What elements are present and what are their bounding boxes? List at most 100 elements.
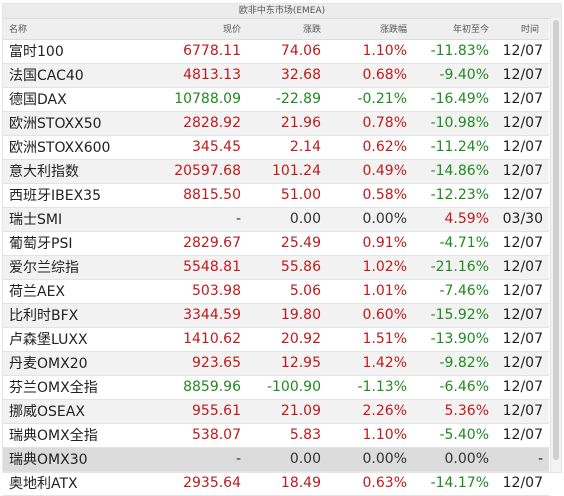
- change-pct-cell: 2.26%: [325, 399, 411, 424]
- price-cell: 8859.96: [129, 375, 245, 400]
- column-header-change[interactable]: 涨跌: [245, 19, 325, 40]
- change-cell: -100.90: [245, 375, 325, 400]
- table-row[interactable]: 瑞士SMI -0.00 0.00% 4.59% 03/30: [3, 207, 549, 232]
- time-cell: -: [493, 447, 549, 472]
- time-cell: 12/07: [493, 231, 549, 256]
- change-cell: 21.09: [245, 399, 325, 424]
- market-panel: 欧非中东市场(EMEA) 名称 现价 涨跌 涨跌幅 年初至今 时间: [2, 3, 562, 496]
- time-cell: 12/07: [493, 135, 549, 160]
- price-cell: 345.45: [129, 135, 245, 160]
- table-row[interactable]: 德国DAX 10788.09 -22.89 -0.21% -16.49% 12/07: [3, 87, 549, 112]
- change-cell: 5.06: [245, 279, 325, 304]
- change-pct-cell: 0.58%: [325, 183, 411, 208]
- column-header-name[interactable]: 名称: [3, 19, 129, 40]
- index-name: 比利时BFX: [3, 303, 129, 328]
- change-pct-cell: 1.02%: [325, 255, 411, 280]
- change-cell: 55.86: [245, 255, 325, 280]
- table-row[interactable]: 卢森堡LUXX 1410.62 20.92 1.51% -13.90% 12/07: [3, 327, 549, 352]
- time-cell: 03/30: [493, 207, 549, 232]
- table-row[interactable]: 欧洲STOXX50 2828.92 21.96 0.78% -10.98% 12/07: [3, 111, 549, 136]
- index-name: 奥地利ATX: [3, 471, 129, 496]
- table-row[interactable]: 荷兰AEX 503.98 5.06 1.01% -7.46% 12/07: [3, 279, 549, 304]
- change-cell: 0.00: [245, 447, 325, 472]
- table-row[interactable]: 西班牙IBEX35 8815.50 51.00 0.58% -12.23% 12/07: [3, 183, 549, 208]
- table-row[interactable]: 芬兰OMX全指 8859.96 -100.90 -1.13% -6.46% 12/07: [3, 375, 549, 400]
- index-name: 欧洲STOXX600: [3, 135, 129, 160]
- table-row[interactable]: 富时100 6778.11 74.06 1.10% -11.83% 12/07: [3, 39, 549, 64]
- price-cell: 923.65: [129, 351, 245, 376]
- time-cell: 12/07: [493, 279, 549, 304]
- time-cell: 12/07: [493, 255, 549, 280]
- index-name: 欧洲STOXX50: [3, 111, 129, 136]
- table-row[interactable]: 葡萄牙PSI 2829.67 25.49 0.91% -4.71% 12/07: [3, 231, 549, 256]
- change-pct-cell: 0.78%: [325, 111, 411, 136]
- panel-title: 欧非中东市场(EMEA): [3, 4, 561, 19]
- ytd-cell: 4.59%: [411, 207, 493, 232]
- table-row[interactable]: 欧洲STOXX600 345.45 2.14 0.62% -11.24% 12/07: [3, 135, 549, 160]
- table-body: 富时100 6778.11 74.06 1.10% -11.83% 12/07 法国CAC4…: [3, 39, 549, 496]
- price-cell: 955.61: [129, 399, 245, 424]
- change-cell: 5.83: [245, 423, 325, 448]
- time-cell: 12/07: [493, 375, 549, 400]
- vertical-scrollbar[interactable]: [550, 18, 561, 472]
- change-pct-cell: 0.60%: [325, 303, 411, 328]
- table-row[interactable]: 瑞典OMX全指 538.07 5.83 1.10% -5.40% 12/07: [3, 423, 549, 448]
- change-cell: 21.96: [245, 111, 325, 136]
- index-table: 名称 现价 涨跌 涨跌幅 年初至今 时间 富时100 6778.11 74.06 1.…: [3, 19, 549, 496]
- change-cell: 51.00: [245, 183, 325, 208]
- index-name: 法国CAC40: [3, 63, 129, 88]
- price-cell: 4813.13: [129, 63, 245, 88]
- ytd-cell: -14.17%: [411, 471, 493, 496]
- ytd-cell: -13.90%: [411, 327, 493, 352]
- change-cell: 18.49: [245, 471, 325, 496]
- index-name: 挪威OSEAX: [3, 399, 129, 424]
- time-cell: 12/07: [493, 111, 549, 136]
- price-cell: 2829.67: [129, 231, 245, 256]
- table-row[interactable]: 奥地利ATX 2935.64 18.49 0.63% -14.17% 12/07: [3, 471, 549, 496]
- column-header-time[interactable]: 时间: [493, 19, 549, 40]
- index-name: 瑞典OMX30: [3, 447, 129, 472]
- index-name: 卢森堡LUXX: [3, 327, 129, 352]
- change-pct-cell: 1.01%: [325, 279, 411, 304]
- change-pct-cell: 0.91%: [325, 231, 411, 256]
- table-row[interactable]: 丹麦OMX20 923.65 12.95 1.42% -9.82% 12/07: [3, 351, 549, 376]
- index-name: 意大利指数: [3, 159, 129, 184]
- price-cell: -: [129, 207, 245, 232]
- change-cell: 0.00: [245, 207, 325, 232]
- column-header-change-pct[interactable]: 涨跌幅: [325, 19, 411, 40]
- change-cell: 101.24: [245, 159, 325, 184]
- ytd-cell: -10.98%: [411, 111, 493, 136]
- ytd-cell: -15.92%: [411, 303, 493, 328]
- time-cell: 12/07: [493, 39, 549, 64]
- ytd-cell: -7.46%: [411, 279, 493, 304]
- time-cell: 12/07: [493, 87, 549, 112]
- change-cell: -22.89: [245, 87, 325, 112]
- time-cell: 12/07: [493, 303, 549, 328]
- column-header-ytd[interactable]: 年初至今: [411, 19, 493, 40]
- table-row[interactable]: 瑞典OMX30-0.00 0.00% 0.00% -: [3, 447, 549, 472]
- scrollbar-thumb[interactable]: [553, 20, 559, 460]
- table-row[interactable]: 爱尔兰综指 5548.81 55.86 1.02% -21.16% 12/07: [3, 255, 549, 280]
- index-name: 西班牙IBEX35: [3, 183, 129, 208]
- index-name: 荷兰AEX: [3, 279, 129, 304]
- column-header-price[interactable]: 现价: [129, 19, 245, 40]
- change-pct-cell: -1.13%: [325, 375, 411, 400]
- time-cell: 12/07: [493, 351, 549, 376]
- table-row[interactable]: 法国CAC40 4813.13 32.68 0.68% -9.40% 12/07: [3, 63, 549, 88]
- ytd-cell: -16.49%: [411, 87, 493, 112]
- change-pct-cell: 1.10%: [325, 423, 411, 448]
- price-cell: 2935.64: [129, 471, 245, 496]
- change-pct-cell: 0.68%: [325, 63, 411, 88]
- price-cell: 8815.50: [129, 183, 245, 208]
- index-name: 瑞士SMI: [3, 207, 129, 232]
- table-row[interactable]: 挪威OSEAX 955.61 21.09 2.26% 5.36% 12/07: [3, 399, 549, 424]
- time-cell: 12/07: [493, 159, 549, 184]
- table-row[interactable]: 比利时BFX 3344.59 19.80 0.60% -15.92% 12/07: [3, 303, 549, 328]
- price-cell: -: [129, 447, 245, 472]
- price-cell: 1410.62: [129, 327, 245, 352]
- table-row[interactable]: 意大利指数 20597.68 101.24 0.49% -14.86% 12/07: [3, 159, 549, 184]
- index-name: 瑞典OMX全指: [3, 423, 129, 448]
- price-cell: 6778.11: [129, 39, 245, 64]
- time-cell: 12/07: [493, 183, 549, 208]
- time-cell: 12/07: [493, 327, 549, 352]
